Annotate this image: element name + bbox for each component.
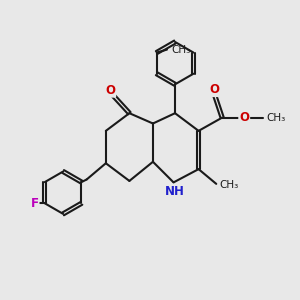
- Text: O: O: [105, 84, 115, 97]
- Text: NH: NH: [165, 185, 185, 198]
- Text: CH₃: CH₃: [220, 180, 239, 190]
- Text: O: O: [209, 83, 219, 96]
- Text: CH₃: CH₃: [171, 45, 190, 55]
- Text: F: F: [31, 197, 38, 210]
- Text: CH₃: CH₃: [266, 112, 286, 123]
- Text: O: O: [239, 111, 249, 124]
